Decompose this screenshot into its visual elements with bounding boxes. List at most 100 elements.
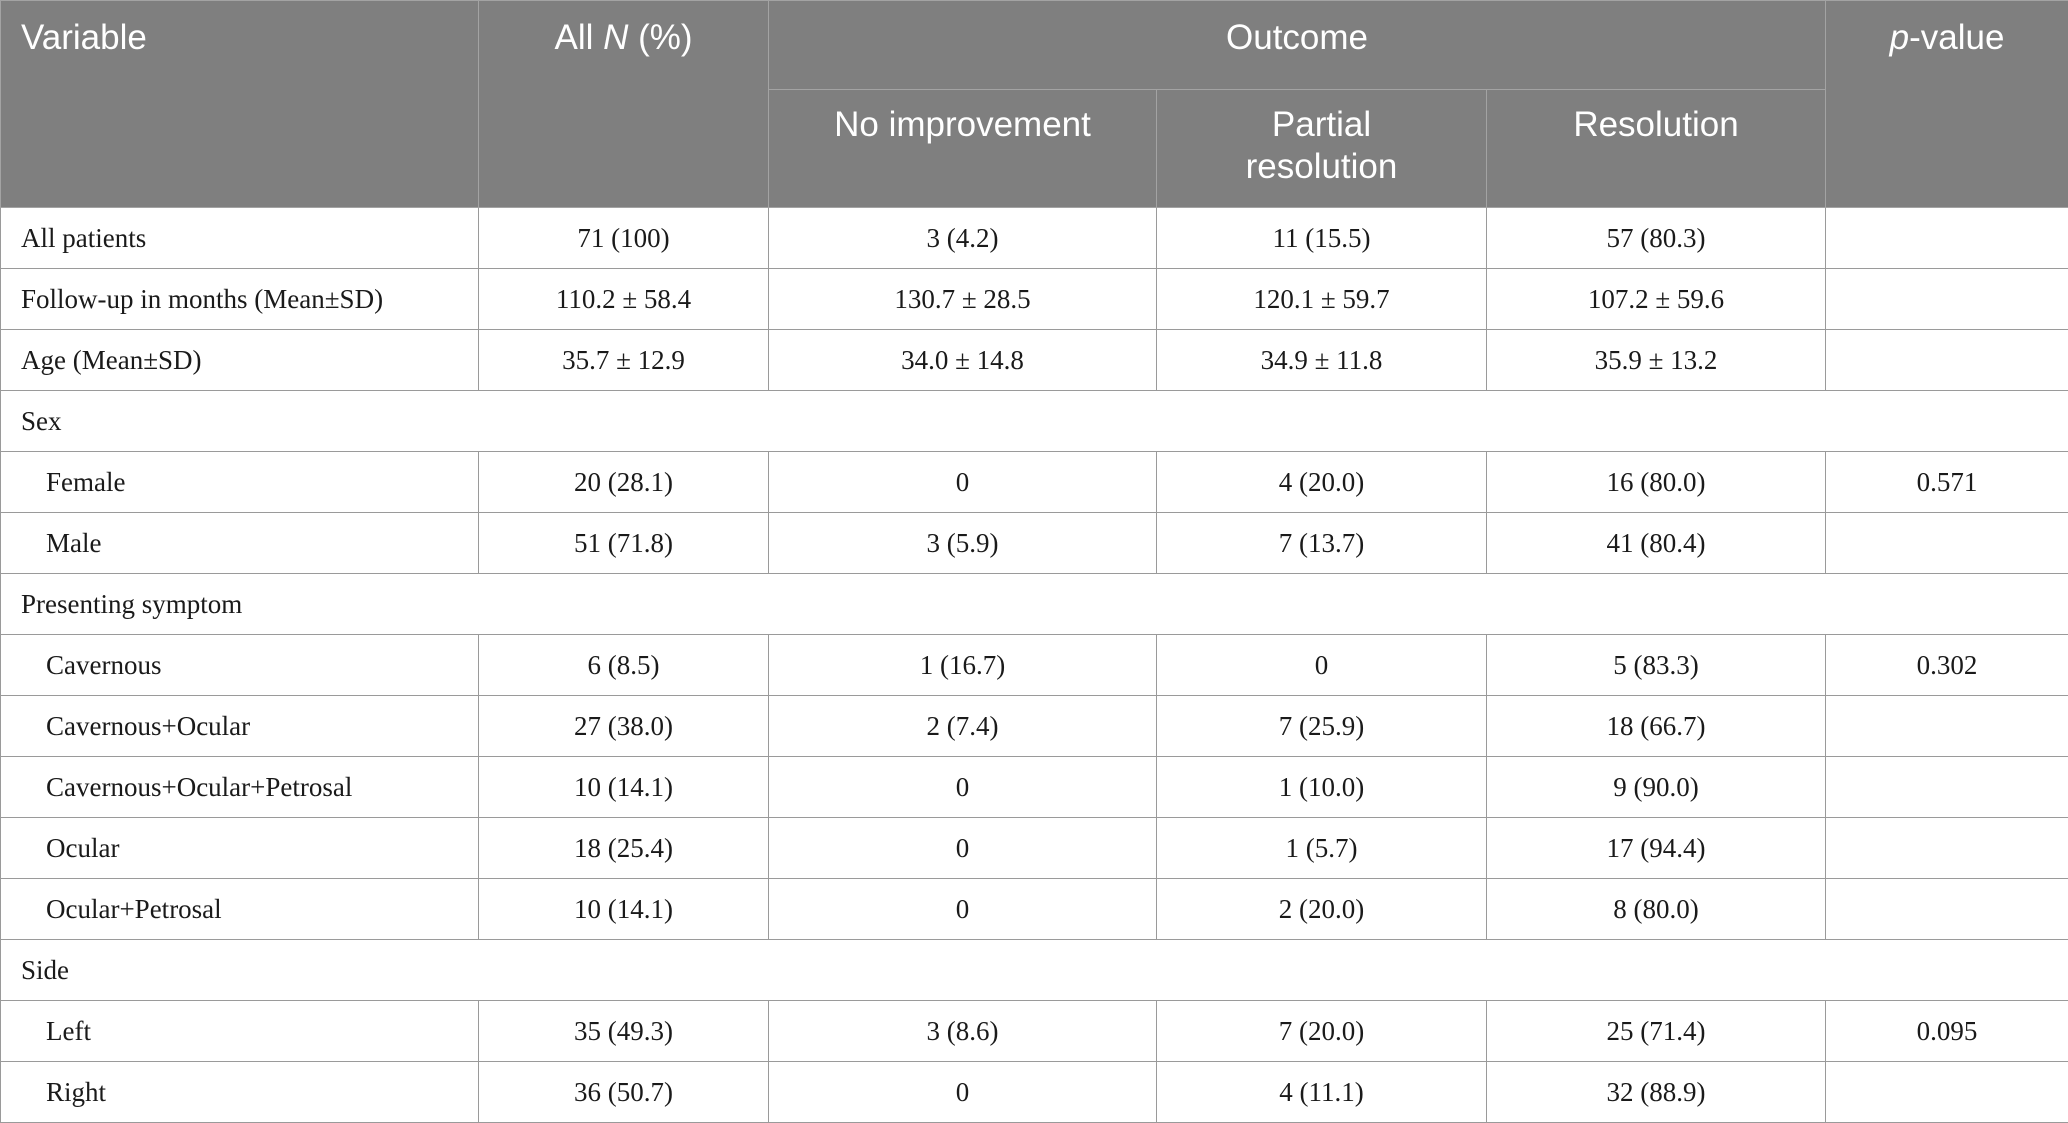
row-label: Ocular [1, 818, 479, 879]
cell-all: 71 (100) [479, 208, 769, 269]
cell-partial-resolution: 34.9 ± 11.8 [1157, 330, 1487, 391]
cell-p-value [1826, 330, 2068, 391]
row-label: Cavernous [1, 635, 479, 696]
section-row: Presenting symptom [1, 574, 2068, 635]
header-row-top: Variable All N (%) Outcome p-value [1, 1, 2068, 90]
cell-no-improvement: 0 [769, 1062, 1157, 1123]
table-row: Follow-up in months (Mean±SD)110.2 ± 58.… [1, 269, 2068, 330]
cell-p-value [1826, 879, 2068, 940]
cell-all: 18 (25.4) [479, 818, 769, 879]
cell-p-value [1826, 1062, 2068, 1123]
row-label: Ocular+Petrosal [1, 879, 479, 940]
row-label: Male [1, 513, 479, 574]
cell-no-improvement: 34.0 ± 14.8 [769, 330, 1157, 391]
cell-no-improvement: 1 (16.7) [769, 635, 1157, 696]
cell-partial-resolution: 7 (13.7) [1157, 513, 1487, 574]
cell-all: 10 (14.1) [479, 757, 769, 818]
cell-no-improvement: 3 (5.9) [769, 513, 1157, 574]
header-no-improvement: No improvement [769, 90, 1157, 208]
cell-resolution: 32 (88.9) [1487, 1062, 1826, 1123]
header-outcome: Outcome [769, 1, 1826, 90]
cell-partial-resolution: 7 (25.9) [1157, 696, 1487, 757]
cell-p-value [1826, 208, 2068, 269]
cell-all: 110.2 ± 58.4 [479, 269, 769, 330]
cell-partial-resolution: 4 (11.1) [1157, 1062, 1487, 1123]
cell-no-improvement: 130.7 ± 28.5 [769, 269, 1157, 330]
cell-partial-resolution: 0 [1157, 635, 1487, 696]
cell-p-value: 0.302 [1826, 635, 2068, 696]
section-label: Sex [1, 391, 2068, 452]
table-header: Variable All N (%) Outcome p-value No im… [1, 1, 2068, 208]
cell-p-value: 0.095 [1826, 1001, 2068, 1062]
section-label: Presenting symptom [1, 574, 2068, 635]
cell-partial-resolution: 1 (10.0) [1157, 757, 1487, 818]
cell-p-value [1826, 269, 2068, 330]
row-label: Age (Mean±SD) [1, 330, 479, 391]
header-all-prefix: All [554, 18, 603, 57]
cell-resolution: 35.9 ± 13.2 [1487, 330, 1826, 391]
cell-no-improvement: 0 [769, 452, 1157, 513]
cell-resolution: 107.2 ± 59.6 [1487, 269, 1826, 330]
cell-no-improvement: 0 [769, 818, 1157, 879]
cell-resolution: 41 (80.4) [1487, 513, 1826, 574]
header-all-italic: N [603, 18, 628, 57]
header-p-suffix: -value [1909, 18, 2004, 57]
cell-resolution: 5 (83.3) [1487, 635, 1826, 696]
cell-all: 20 (28.1) [479, 452, 769, 513]
row-label: Female [1, 452, 479, 513]
cell-p-value [1826, 696, 2068, 757]
row-label: Follow-up in months (Mean±SD) [1, 269, 479, 330]
cell-partial-resolution: 2 (20.0) [1157, 879, 1487, 940]
cell-no-improvement: 3 (4.2) [769, 208, 1157, 269]
row-label: Cavernous+Ocular+Petrosal [1, 757, 479, 818]
cell-partial-resolution: 7 (20.0) [1157, 1001, 1487, 1062]
header-partial-line1: Partial [1272, 105, 1371, 144]
cell-no-improvement: 0 [769, 757, 1157, 818]
section-row: Sex [1, 391, 2068, 452]
cell-resolution: 18 (66.7) [1487, 696, 1826, 757]
cell-all: 51 (71.8) [479, 513, 769, 574]
cell-all: 35 (49.3) [479, 1001, 769, 1062]
cell-all: 27 (38.0) [479, 696, 769, 757]
header-all-n: All N (%) [479, 1, 769, 208]
cell-p-value [1826, 513, 2068, 574]
cell-all: 36 (50.7) [479, 1062, 769, 1123]
header-all-suffix: (%) [628, 18, 692, 57]
section-label: Side [1, 940, 2068, 1001]
cell-resolution: 57 (80.3) [1487, 208, 1826, 269]
cell-resolution: 9 (90.0) [1487, 757, 1826, 818]
cell-resolution: 25 (71.4) [1487, 1001, 1826, 1062]
cell-no-improvement: 0 [769, 879, 1157, 940]
cell-all: 10 (14.1) [479, 879, 769, 940]
header-variable: Variable [1, 1, 479, 208]
row-label: Cavernous+Ocular [1, 696, 479, 757]
row-label: Right [1, 1062, 479, 1123]
cell-all: 6 (8.5) [479, 635, 769, 696]
header-resolution: Resolution [1487, 90, 1826, 208]
cell-resolution: 8 (80.0) [1487, 879, 1826, 940]
header-p-value: p-value [1826, 1, 2068, 208]
cell-no-improvement: 3 (8.6) [769, 1001, 1157, 1062]
cell-resolution: 17 (94.4) [1487, 818, 1826, 879]
cell-p-value: 0.571 [1826, 452, 2068, 513]
cell-p-value [1826, 757, 2068, 818]
cell-resolution: 16 (80.0) [1487, 452, 1826, 513]
cell-partial-resolution: 11 (15.5) [1157, 208, 1487, 269]
row-label: All patients [1, 208, 479, 269]
cell-partial-resolution: 1 (5.7) [1157, 818, 1487, 879]
cell-no-improvement: 2 (7.4) [769, 696, 1157, 757]
